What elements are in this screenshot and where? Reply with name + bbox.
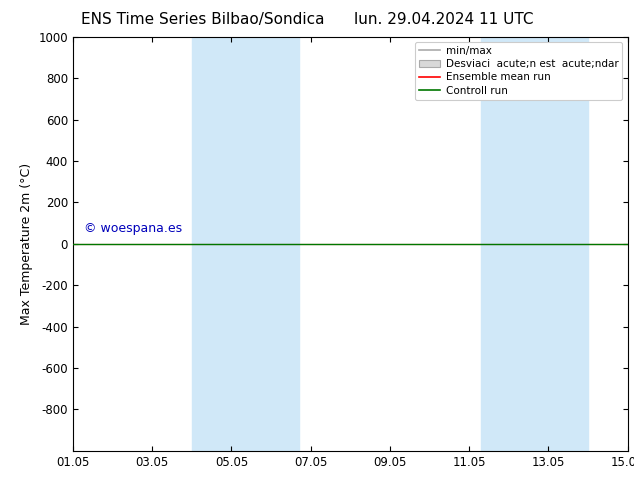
Text: © woespana.es: © woespana.es (84, 222, 182, 236)
Bar (191, 37, 299, 451)
Y-axis label: Max Temperature 2m (°C): Max Temperature 2m (°C) (20, 163, 33, 325)
Bar (481, 37, 588, 451)
Legend: min/max, Desviaci  acute;n est  acute;ndar, Ensemble mean run, Controll run: min/max, Desviaci acute;n est acute;ndar… (415, 42, 623, 99)
Text: ENS Time Series Bilbao/Sondica: ENS Time Series Bilbao/Sondica (81, 12, 325, 27)
Text: lun. 29.04.2024 11 UTC: lun. 29.04.2024 11 UTC (354, 12, 534, 27)
